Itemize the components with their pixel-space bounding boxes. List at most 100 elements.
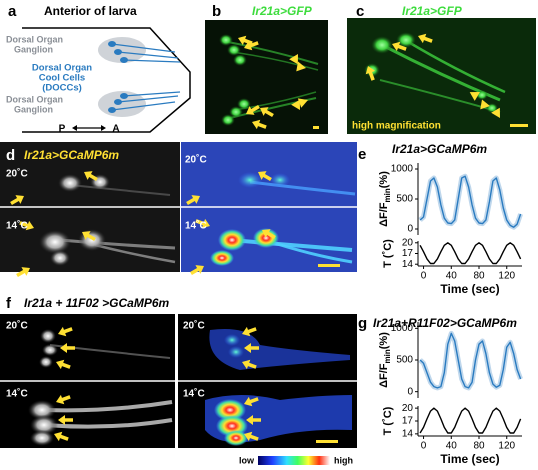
genotype: Ir21a>GFP [402, 4, 463, 18]
y-tick-label: 20 [402, 237, 414, 248]
arrowhead [469, 92, 480, 101]
cell [42, 344, 58, 356]
cell [237, 98, 251, 110]
y-axis-label: ΔF/Fmin(%) [378, 332, 392, 388]
cell [233, 54, 247, 66]
arrow [246, 415, 261, 425]
y-tick-label: 500 [396, 194, 413, 205]
panel-letter: b [212, 3, 221, 20]
arrow [246, 104, 260, 115]
y-axis-label: T (˚C) [382, 239, 394, 268]
temperature: 20˚C [185, 154, 207, 166]
cell [50, 250, 70, 266]
y-tick-label: 14 [402, 428, 414, 439]
cell [253, 228, 279, 248]
y-tick-label: 17 [402, 416, 414, 427]
y-tick-label: 1000 [391, 323, 414, 334]
chart-title: Ir21a+R11F02>GCaMP6m [373, 316, 517, 330]
panel-letter: e [358, 146, 366, 163]
sem-band [418, 330, 523, 391]
temperature: 14˚C [185, 220, 207, 232]
arrow [56, 394, 71, 405]
arrow [16, 267, 30, 278]
arrow [365, 66, 376, 81]
neurite [94, 243, 176, 264]
colorbar [258, 456, 330, 465]
arrow [260, 107, 274, 118]
neurons [111, 43, 181, 111]
x-axis-label: Time (sec) [440, 282, 499, 296]
arrow [242, 326, 257, 337]
chart-title: Ir21a>GCaMP6m [392, 142, 487, 156]
x-tick-label: 80 [473, 271, 485, 282]
label: (DOCCs) [42, 83, 82, 94]
genotype: Ir21a>GFP [252, 4, 313, 18]
sem-band [418, 173, 523, 230]
cell [371, 36, 393, 54]
cell [39, 356, 53, 368]
charts: e Ir21a>GCaMP6m05001000ΔF/Fmin(%)141720T … [358, 142, 523, 466]
arrow [392, 41, 407, 52]
panel-letter: a [8, 3, 17, 20]
arrow [258, 171, 272, 182]
x-axis-label: Time (sec) [440, 452, 499, 466]
temperature: 20˚C [6, 320, 28, 332]
label: Dorsal Organ [6, 34, 63, 44]
cell [221, 114, 235, 126]
arrowhead [289, 54, 298, 65]
cell [30, 415, 58, 435]
arrowhead [297, 98, 308, 108]
temperature: 20˚C [6, 168, 28, 180]
arrow [262, 229, 276, 240]
y-label-main: ΔF/F [378, 202, 390, 227]
arrow [84, 171, 98, 182]
cell [210, 250, 234, 266]
cell [58, 174, 82, 192]
cell [396, 32, 416, 48]
cell [238, 172, 262, 188]
cell [30, 430, 54, 446]
y-tick-label: 0 [407, 224, 413, 235]
x-tick-label: 120 [498, 271, 515, 282]
y-label-main: ΔF/F [378, 363, 390, 388]
y-tick-label: 500 [396, 355, 413, 366]
arrow [56, 359, 71, 370]
panel-letter: d [6, 147, 15, 164]
cell [40, 329, 56, 343]
arrowhead [296, 61, 306, 72]
y-axis-label: ΔF/Fmin(%) [378, 171, 392, 227]
larva-outline [22, 27, 191, 133]
temperature: 14˚C [6, 220, 28, 232]
arrow [244, 431, 259, 442]
x-tick-label: 40 [446, 441, 458, 452]
label: Cool Cells [39, 73, 85, 84]
arrow [82, 231, 96, 242]
y-label-sub: min [383, 188, 392, 202]
y-label-sub: min [383, 349, 392, 363]
cell [28, 400, 56, 420]
y-tick-label: 14 [402, 259, 414, 270]
y-tick-label: 20 [402, 403, 414, 414]
arrow [19, 220, 34, 231]
colorbar-label: high [334, 455, 353, 465]
cell [224, 334, 240, 346]
y-tick-label: 17 [402, 248, 414, 259]
temperature: 20˚C [183, 320, 205, 332]
arrow [190, 265, 204, 276]
y-axis-label: T (˚C) [382, 406, 394, 435]
data-line [419, 175, 522, 228]
scale-bar [313, 126, 319, 129]
data-line [419, 407, 522, 434]
data-line [419, 242, 522, 265]
arrow [244, 40, 259, 51]
scale-bar [510, 124, 528, 127]
axis-label: P [59, 124, 66, 135]
note: high magnification [352, 121, 441, 132]
cell [219, 34, 233, 46]
label: Dorsal Organ [32, 63, 92, 74]
x-tick-label: 0 [421, 441, 427, 452]
cell [214, 399, 246, 421]
arrowhead [491, 107, 500, 118]
neurite [44, 400, 173, 413]
cell [227, 44, 241, 56]
